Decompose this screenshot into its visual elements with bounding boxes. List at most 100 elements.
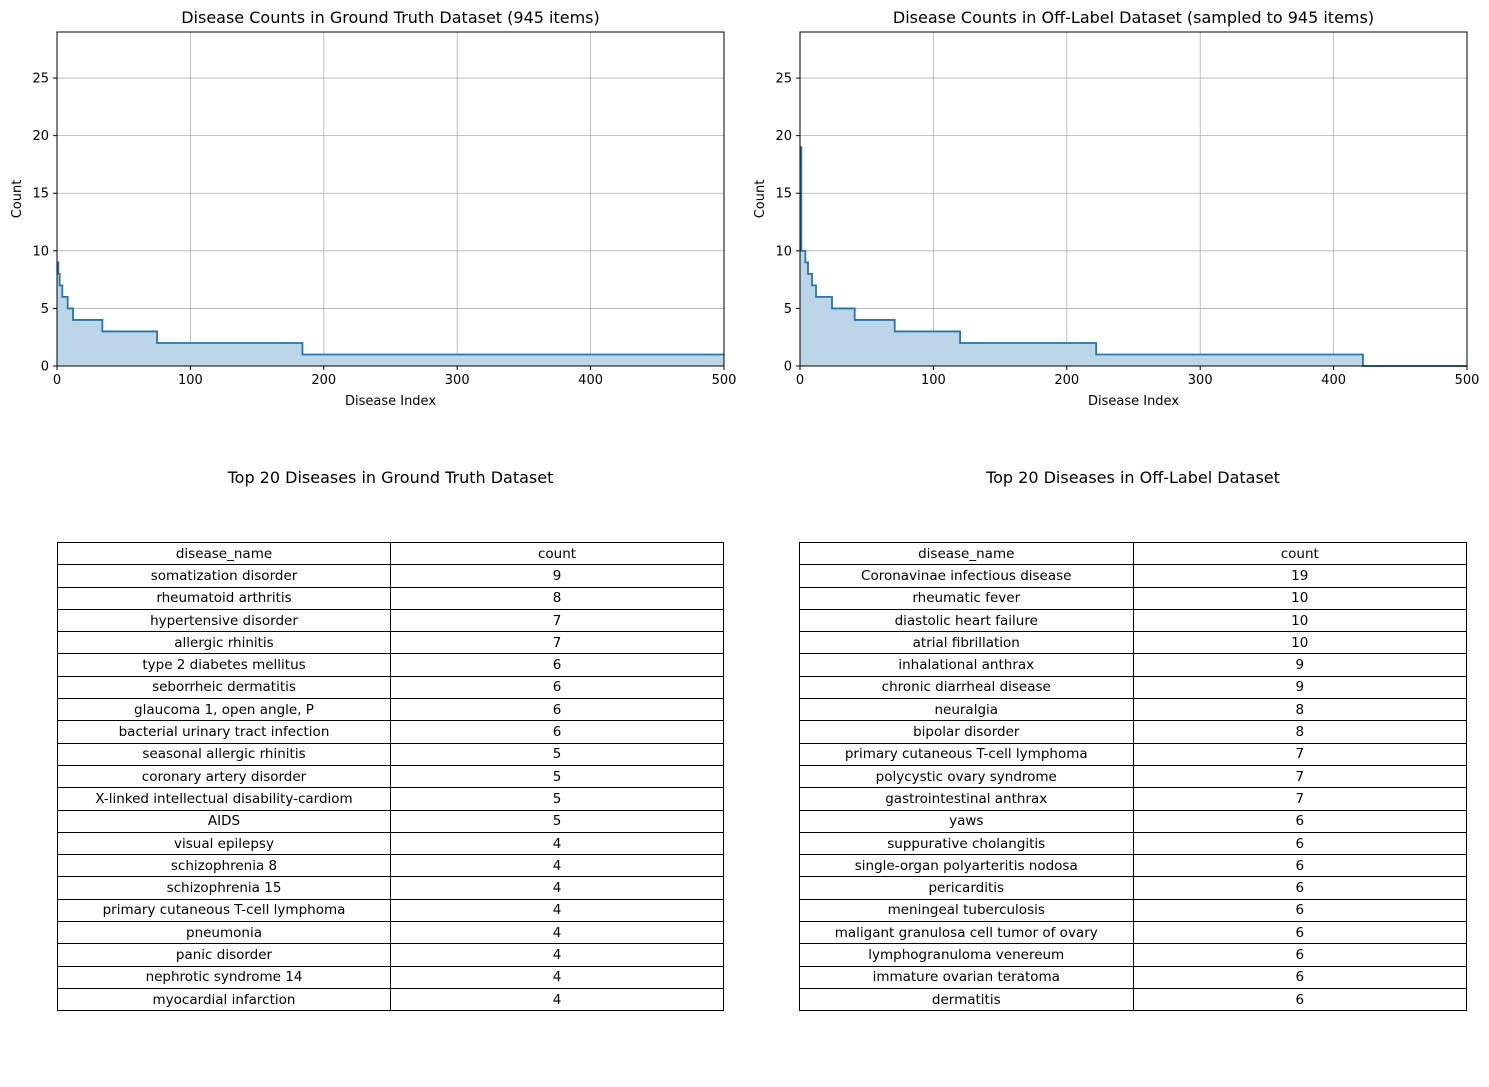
disease-name-cell: inhalational anthrax bbox=[799, 653, 1134, 677]
disease-name-cell: pericarditis bbox=[799, 876, 1134, 900]
table-header-row: disease_name count bbox=[799, 541, 1467, 566]
table-row: myocardial infarction 4 bbox=[57, 987, 724, 1012]
disease-name-cell: rheumatic fever bbox=[799, 586, 1134, 610]
table-row: hypertensive disorder 7 bbox=[57, 608, 724, 633]
count-cell: 10 bbox=[1132, 586, 1467, 610]
x-tick-label: 400 bbox=[1321, 373, 1346, 388]
count-cell: 5 bbox=[390, 764, 724, 789]
table-row: neuralgia 8 bbox=[799, 698, 1467, 722]
count-cell: 6 bbox=[390, 653, 724, 677]
disease-name-cell: seborrheic dermatitis bbox=[57, 675, 391, 700]
disease-name-cell: diastolic heart failure bbox=[799, 608, 1134, 633]
count-cell: 9 bbox=[1132, 675, 1467, 700]
table-row: panic disorder 4 bbox=[57, 943, 724, 967]
disease-name-cell: yaws bbox=[799, 809, 1134, 833]
table-row: bipolar disorder 8 bbox=[799, 720, 1467, 744]
x-tick-label: 200 bbox=[311, 373, 336, 388]
count-cell: 5 bbox=[390, 742, 724, 766]
count-cell: 4 bbox=[390, 943, 724, 967]
disease-name-cell: polycystic ovary syndrome bbox=[799, 764, 1134, 789]
count-cell: 6 bbox=[1132, 831, 1467, 856]
disease-name-cell: rheumatoid arthritis bbox=[57, 586, 391, 610]
column-header: count bbox=[1132, 541, 1467, 566]
count-cell: 8 bbox=[1132, 698, 1467, 722]
table-row: seasonal allergic rhinitis 5 bbox=[57, 742, 724, 766]
disease-name-cell: glaucoma 1, open angle, P bbox=[57, 698, 391, 722]
disease-name-cell: Coronavinae infectious disease bbox=[799, 564, 1134, 588]
count-cell: 9 bbox=[390, 564, 724, 588]
disease-name-cell: meningeal tuberculosis bbox=[799, 898, 1134, 923]
count-cell: 4 bbox=[390, 898, 724, 923]
y-tick-label: 5 bbox=[41, 302, 49, 317]
axes-frame bbox=[799, 31, 1468, 367]
x-tick-label: 0 bbox=[53, 373, 61, 388]
table-row: gastrointestinal anthrax 7 bbox=[799, 787, 1467, 811]
disease-name-cell: single-organ polyarteritis nodosa bbox=[799, 854, 1134, 878]
table-row: visual epilepsy 4 bbox=[57, 831, 724, 856]
disease-name-cell: panic disorder bbox=[57, 943, 391, 967]
count-cell: 6 bbox=[1132, 898, 1467, 923]
disease-name-cell: somatization disorder bbox=[57, 564, 391, 588]
y-tick-label: 0 bbox=[41, 360, 49, 375]
count-cell: 7 bbox=[390, 608, 724, 633]
chart-title: Disease Counts in Ground Truth Dataset (… bbox=[181, 8, 600, 27]
table-row: pericarditis 6 bbox=[799, 876, 1467, 900]
disease-name-cell: lymphogranuloma venereum bbox=[799, 943, 1134, 967]
count-area-fill bbox=[800, 147, 1467, 366]
y-tick-label: 25 bbox=[32, 72, 49, 87]
count-cell: 4 bbox=[390, 854, 724, 878]
table-row: X-linked intellectual disability-cardiom… bbox=[57, 787, 724, 811]
table-header-row: disease_name count bbox=[57, 541, 724, 566]
x-axis-label: Disease Index bbox=[1088, 394, 1179, 409]
table-row: schizophrenia 15 4 bbox=[57, 876, 724, 900]
column-header: count bbox=[390, 541, 724, 566]
table-row: diastolic heart failure 10 bbox=[799, 608, 1467, 633]
disease-name-cell: immature ovarian teratoma bbox=[799, 965, 1134, 989]
table-row: rheumatic fever 10 bbox=[799, 586, 1467, 610]
x-tick-label: 500 bbox=[1455, 373, 1480, 388]
disease-name-cell: bacterial urinary tract infection bbox=[57, 720, 391, 744]
table-row: dermatitis 6 bbox=[799, 987, 1467, 1012]
count-cell: 5 bbox=[390, 787, 724, 811]
x-tick-label: 300 bbox=[445, 373, 470, 388]
y-tick-label: 15 bbox=[775, 187, 792, 202]
count-cell: 10 bbox=[1132, 608, 1467, 633]
top20-ground-truth-table: disease_name count somatization disorder 9 r… bbox=[57, 541, 724, 1012]
disease-name-cell: X-linked intellectual disability-cardiom bbox=[57, 787, 391, 811]
count-cell: 7 bbox=[1132, 787, 1467, 811]
y-tick-label: 10 bbox=[775, 244, 792, 259]
count-area-fill bbox=[57, 262, 724, 366]
disease-name-cell: suppurative cholangitis bbox=[799, 831, 1134, 856]
table-row: type 2 diabetes mellitus 6 bbox=[57, 653, 724, 677]
count-step-line bbox=[800, 146, 1467, 367]
table-row: immature ovarian teratoma 6 bbox=[799, 965, 1467, 989]
count-step-line bbox=[57, 261, 724, 356]
count-cell: 6 bbox=[390, 698, 724, 722]
table-row: coronary artery disorder 5 bbox=[57, 764, 724, 789]
count-cell: 10 bbox=[1132, 631, 1467, 655]
count-cell: 6 bbox=[1132, 876, 1467, 900]
table-row: primary cutaneous T-cell lymphoma 7 bbox=[799, 742, 1467, 766]
table-row: pneumonia 4 bbox=[57, 921, 724, 945]
top20-off-label-table: disease_name count Coronavinae infectious … bbox=[799, 541, 1467, 1012]
disease-name-cell: coronary artery disorder bbox=[57, 764, 391, 789]
x-tick-label: 0 bbox=[796, 373, 804, 388]
x-tick-label: 400 bbox=[578, 373, 603, 388]
axes-frame bbox=[56, 31, 725, 367]
count-cell: 4 bbox=[390, 876, 724, 900]
y-tick-label: 10 bbox=[32, 244, 49, 259]
disease-name-cell: schizophrenia 15 bbox=[57, 876, 391, 900]
table-row: nephrotic syndrome 14 4 bbox=[57, 965, 724, 989]
y-tick-label: 20 bbox=[775, 129, 792, 144]
y-tick-label: 20 bbox=[32, 129, 49, 144]
chart-panel-1: 0 100 200 300 400 500 0 5 10 15 20 25 Disease Counts… bbox=[753, 8, 1479, 409]
x-tick-label: 300 bbox=[1188, 373, 1213, 388]
y-tick-label: 0 bbox=[784, 360, 792, 375]
count-cell: 6 bbox=[390, 720, 724, 744]
y-tick-label: 25 bbox=[775, 72, 792, 87]
table-title-ground-truth: Top 20 Diseases in Ground Truth Dataset bbox=[227, 468, 554, 487]
count-cell: 6 bbox=[1132, 943, 1467, 967]
disease-name-cell: chronic diarrheal disease bbox=[799, 675, 1134, 700]
